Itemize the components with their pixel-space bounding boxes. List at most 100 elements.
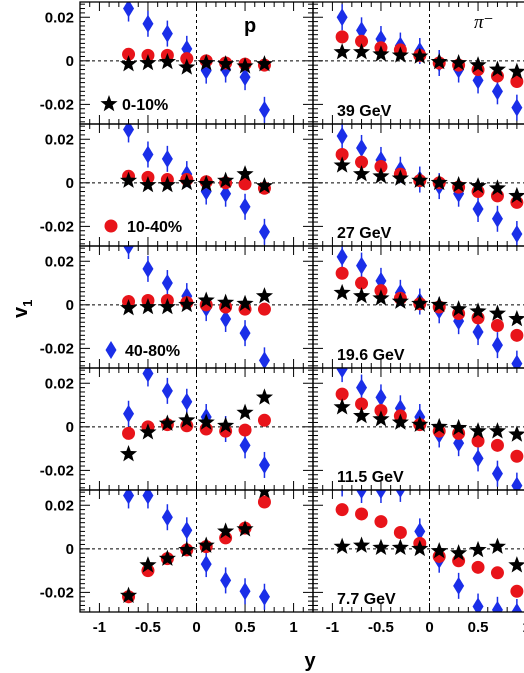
y-tick-label: 0 (66, 53, 74, 70)
panel-p-2 (79, 245, 314, 369)
diamond-40-80 (142, 368, 154, 383)
star-0-10 (178, 540, 196, 558)
diamond-40-80 (511, 476, 523, 490)
figure-labels: 0.02 0 -0.02 0.02 0 -0.02 0.02 0 -0.02 0.02 0 -0.02… (10, 9, 524, 672)
diamond-40-80 (472, 323, 484, 342)
star-0-10 (411, 171, 429, 188)
diamond-40-80 (220, 571, 232, 590)
data-points (333, 4, 524, 121)
star-0-10 (236, 165, 254, 182)
data-points (119, 246, 274, 368)
diamond-40-80 (258, 222, 270, 241)
legend-entry-circle: 10-40% (104, 219, 182, 236)
star-0-10 (411, 415, 429, 432)
diamond-40-80 (161, 381, 173, 400)
star-0-10 (508, 425, 524, 442)
star-0-10 (139, 556, 157, 573)
ticks (312, 368, 518, 490)
diamond-40-80 (472, 199, 484, 218)
star-0-10 (217, 55, 235, 72)
legend-label: 10-40% (127, 219, 182, 236)
circle-10-40 (122, 47, 136, 61)
star-0-10 (391, 413, 409, 430)
star-0-10 (391, 292, 409, 309)
star-0-10 (119, 586, 138, 603)
x-tick-label: -1 (93, 619, 106, 636)
y-tick-label: 0 (66, 419, 74, 436)
star-0-10 (178, 295, 196, 313)
energy-label: 19.6 GeV (337, 347, 405, 364)
diamond-40-80 (472, 449, 484, 468)
y-tick-label: 0.02 (45, 253, 74, 270)
ticks (79, 2, 314, 124)
x-tick-label: 0.5 (468, 619, 489, 636)
legend-label: 40-80% (125, 343, 180, 360)
star-0-10 (372, 289, 390, 306)
diamond-40-80 (356, 490, 368, 499)
circle-10-40 (335, 503, 349, 517)
x-tick-label: -1 (326, 619, 339, 636)
star-0-10 (217, 293, 235, 310)
panel-p-4 (79, 489, 314, 613)
panel-pi-1: 27 GeV (312, 123, 524, 247)
circle-10-40 (490, 438, 504, 452)
panel-pi-0: 39 GeV (312, 1, 524, 125)
diamond-40-80 (395, 490, 406, 498)
star-0-10 (469, 56, 487, 73)
circle-10-40 (490, 566, 504, 580)
y-tick-label: 0 (66, 175, 74, 192)
diamond-40-80 (336, 247, 348, 266)
diamond-40-80 (161, 274, 173, 293)
circle-10-40 (490, 319, 504, 333)
diamond-40-80 (239, 68, 251, 87)
diamond-40-80 (123, 490, 135, 505)
star-0-10 (197, 413, 215, 430)
diamond-40-80 (239, 582, 251, 601)
star-0-10 (217, 522, 235, 539)
diamond-40-80 (161, 24, 173, 43)
star-0-10 (139, 176, 157, 193)
circle-10-40 (335, 266, 349, 280)
diamond-40-80 (336, 368, 348, 379)
circle-10-40 (238, 177, 252, 191)
star-0-10 (372, 538, 390, 556)
data-points (333, 490, 524, 612)
diamond-40-80 (200, 555, 212, 574)
star-0-10 (450, 176, 468, 193)
star-0-10 (488, 537, 507, 554)
diamond-40-80 (142, 259, 154, 278)
star-0-10 (333, 156, 351, 173)
panel-grid: 39 GeV 27 GeV 19.6 GeV 11.5 GeV 7.7 GeV (79, 1, 524, 613)
diamond-40-80 (258, 455, 270, 474)
star-0-10 (391, 538, 409, 556)
diamond-40-80 (491, 600, 503, 612)
panel-p-1 (79, 123, 314, 247)
diamond-40-80 (336, 126, 348, 145)
star-0-10 (197, 291, 215, 308)
ticks (79, 124, 314, 246)
legend-label: 0-10% (122, 97, 168, 114)
diamond-40-80 (336, 8, 348, 27)
diamond-40-80 (258, 587, 270, 606)
circle-10-40 (471, 560, 485, 574)
diamond-40-80 (123, 246, 135, 255)
star-0-10 (158, 549, 176, 566)
diamond-40-80 (142, 145, 154, 164)
diamond-40-80 (491, 464, 503, 483)
panel-pi-4: 7.7 GeV (312, 489, 524, 613)
star-0-10 (508, 556, 524, 573)
circle-10-40 (510, 584, 524, 598)
star-0-10 (119, 171, 138, 188)
star-0-10 (119, 299, 138, 316)
diamond-40-80 (123, 124, 135, 139)
diamond-40-80 (375, 388, 387, 407)
ticks (312, 246, 518, 368)
star-0-10 (139, 423, 157, 440)
diamond-40-80 (491, 209, 503, 228)
diamond-40-80 (239, 436, 251, 455)
diamond-40-80 (511, 225, 523, 244)
diamond-40-80 (511, 603, 523, 612)
diamond-40-80 (356, 378, 368, 397)
star-0-10 (352, 536, 371, 553)
